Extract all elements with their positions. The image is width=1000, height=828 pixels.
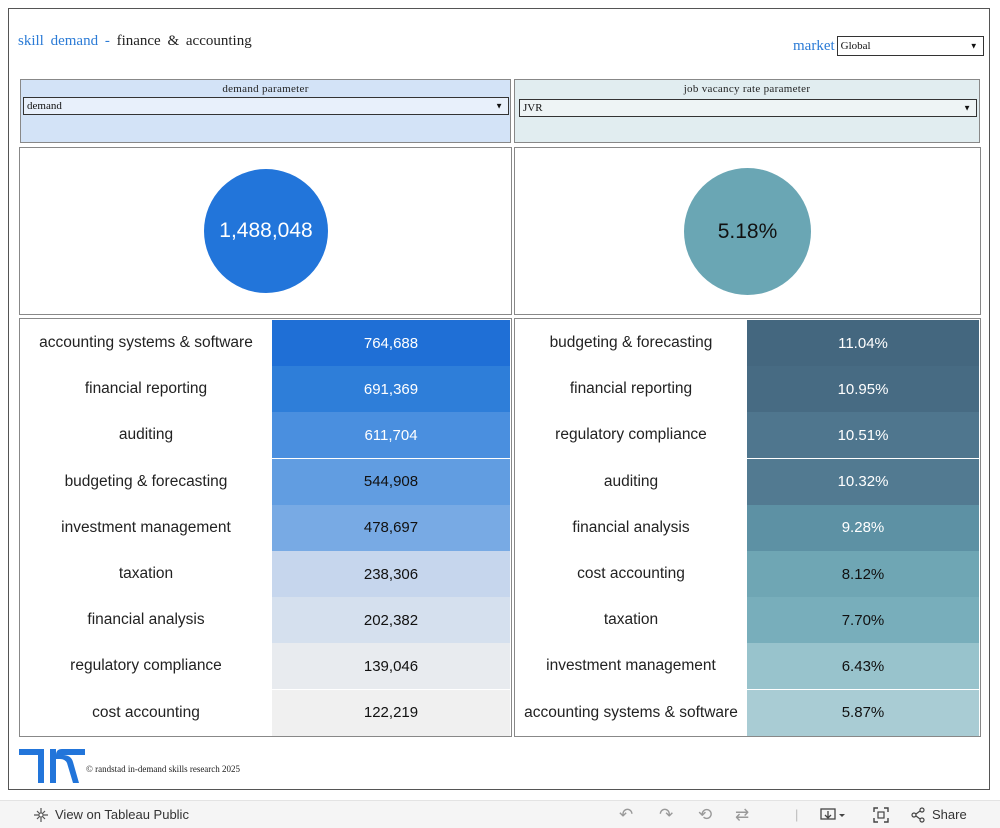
copyright-text: © randstad in-demand skills research 202…: [86, 764, 241, 774]
title-suffix: finance & accounting: [116, 33, 252, 49]
table-row: regulatory compliance 139,046: [20, 643, 511, 690]
skill-value-cell: 8.12%: [747, 551, 979, 597]
table-row: accounting systems & software 764,688: [20, 320, 511, 366]
skill-label: regulatory compliance: [70, 657, 222, 675]
share-icon: [911, 806, 925, 823]
chevron-down-icon: ▼: [495, 101, 503, 111]
skill-value-cell: 5.87%: [747, 689, 979, 736]
title-prefix: skill demand -: [18, 33, 110, 49]
skill-value-cell: 10.95%: [747, 366, 979, 413]
chevron-down-icon: ▼: [963, 103, 971, 113]
table-row: accounting systems & software 5.87%: [515, 689, 980, 736]
table-row: cost accounting 8.12%: [515, 551, 980, 597]
demand-parameter: demand parameter demand ▼: [20, 79, 511, 143]
skill-label: auditing: [118, 426, 174, 444]
undo-icon[interactable]: ↶: [619, 804, 634, 824]
table-row: financial analysis 9.28%: [515, 504, 980, 551]
skill-label: auditing: [603, 472, 659, 490]
revert-icon[interactable]: ⟲: [698, 804, 713, 824]
skill-label: taxation: [603, 611, 659, 629]
jvr-parameter-value: JVR: [523, 102, 543, 114]
jvr-total-circle: 5.18%: [684, 168, 811, 295]
demand-kpi-panel: 1,488,048: [19, 147, 512, 315]
table-row: financial reporting 691,369: [20, 366, 511, 413]
table-row: auditing 10.32%: [515, 458, 980, 505]
skill-label: investment management: [546, 657, 716, 675]
chevron-down-icon: ▼: [969, 41, 978, 51]
skill-label: cost accounting: [92, 703, 200, 721]
skill-label: financial analysis: [572, 518, 690, 536]
skill-label: budgeting & forecasting: [64, 472, 228, 490]
skill-value-cell: 238,306: [272, 551, 510, 597]
tableau-logo-icon: [34, 807, 48, 822]
skill-value-cell: 691,369: [272, 366, 510, 413]
view-on-tableau-public-label: View on Tableau Public: [55, 807, 189, 822]
download-icon: [820, 807, 845, 820]
skill-label: financial analysis: [87, 611, 205, 629]
demand-parameter-select[interactable]: demand ▼: [23, 97, 509, 115]
skill-value-cell: 122,219: [272, 689, 510, 736]
table-row: financial analysis 202,382: [20, 597, 511, 644]
toolbar-divider: |: [795, 807, 799, 822]
skill-label: financial reporting: [84, 380, 208, 398]
jvr-total-value: 5.18%: [717, 219, 778, 243]
market-filter: market Global ▼: [793, 36, 984, 56]
skill-label: taxation: [118, 565, 174, 582]
skill-label: accounting systems & software: [39, 334, 253, 351]
table-row: auditing 611,704: [20, 412, 511, 459]
skill-value-cell: 478,697: [272, 504, 510, 551]
skill-value-cell: 11.04%: [747, 320, 979, 366]
table-row: budgeting & forecasting 11.04%: [515, 320, 980, 366]
market-select-value: Global: [840, 40, 871, 52]
fullscreen-icon: [873, 806, 889, 823]
skill-value-cell: 9.28%: [747, 504, 979, 551]
demand-parameter-value: demand: [27, 100, 62, 112]
skill-value-cell: 139,046: [272, 643, 510, 690]
jvr-parameter-select[interactable]: JVR ▼: [519, 99, 977, 117]
table-row: investment management 478,697: [20, 504, 511, 551]
skill-value-cell: 10.51%: [747, 412, 979, 459]
jvr-parameter: job vacancy rate parameter JVR ▼: [514, 79, 980, 143]
skill-label: accounting systems & software: [524, 703, 738, 721]
table-row: regulatory compliance 10.51%: [515, 412, 980, 459]
skill-value-cell: 544,908: [272, 458, 510, 505]
share-button[interactable]: Share: [910, 801, 967, 828]
skill-label: cost accounting: [577, 565, 685, 582]
skill-value-cell: 7.70%: [747, 597, 979, 644]
skill-value-cell: 6.43%: [747, 643, 979, 690]
table-row: budgeting & forecasting 544,908: [20, 458, 511, 505]
table-row: investment management 6.43%: [515, 643, 980, 690]
skill-value-cell: 10.32%: [747, 458, 979, 505]
jvr-kpi-panel: 5.18%: [514, 147, 981, 315]
jvr-parameter-title: job vacancy rate parameter: [683, 83, 811, 95]
skill-value-cell: 202,382: [272, 597, 510, 644]
demand-total-circle: 1,488,048: [204, 169, 328, 293]
demand-table: accounting systems & software 764,688 fina…: [19, 318, 512, 737]
skill-label: budgeting & forecasting: [549, 334, 713, 351]
page-title: skill demand - finance & accounting: [18, 33, 252, 50]
skill-label: regulatory compliance: [555, 426, 707, 444]
demand-parameter-title: demand parameter: [222, 83, 309, 95]
table-row: financial reporting 10.95%: [515, 366, 980, 413]
refresh-icon[interactable]: ⇄: [735, 804, 750, 824]
view-on-tableau-public-link[interactable]: View on Tableau Public: [33, 801, 189, 828]
jvr-table: budgeting & forecasting 11.04% financial r…: [514, 318, 981, 737]
skill-value-cell: 764,688: [272, 320, 510, 366]
skill-label: investment management: [61, 518, 231, 536]
redo-icon[interactable]: ↷: [659, 804, 674, 824]
table-row: taxation 7.70%: [515, 597, 980, 644]
fullscreen-button[interactable]: [873, 801, 889, 828]
table-row: taxation 238,306: [20, 551, 511, 597]
demand-total-value: 1,488,048: [219, 219, 313, 242]
skill-value-cell: 611,704: [272, 412, 510, 459]
skill-label: financial reporting: [569, 380, 693, 398]
market-select[interactable]: Global ▼: [836, 36, 984, 56]
download-button[interactable]: [820, 801, 846, 828]
table-row: cost accounting 122,219: [20, 689, 511, 736]
tableau-toolbar: View on Tableau Public ↶ ↷ ⟲ ⇄ | Share: [0, 800, 1000, 828]
share-label: Share: [932, 807, 967, 822]
market-label: market: [793, 37, 835, 54]
randstad-logo: [19, 749, 85, 783]
